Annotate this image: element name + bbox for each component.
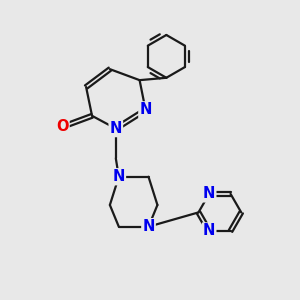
Text: O: O — [56, 119, 69, 134]
Text: N: N — [140, 102, 152, 117]
Text: N: N — [203, 186, 215, 201]
Text: N: N — [110, 121, 122, 136]
Text: N: N — [112, 169, 125, 184]
Text: N: N — [203, 224, 215, 238]
Text: N: N — [142, 219, 155, 234]
